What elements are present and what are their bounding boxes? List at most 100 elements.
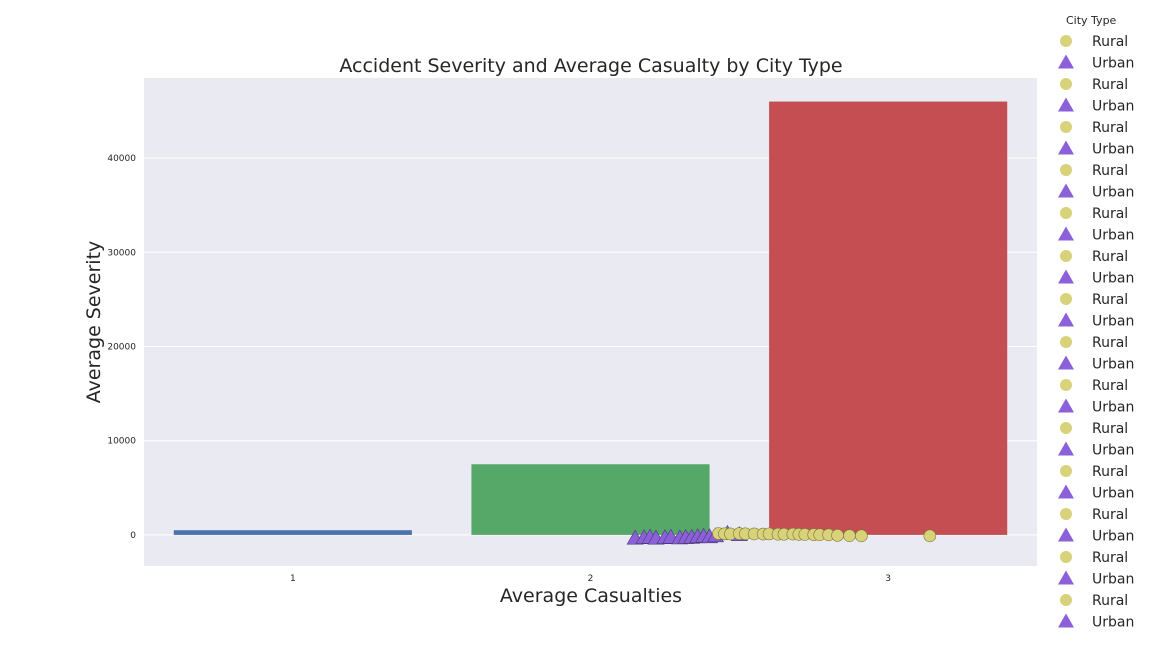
ticks: 0 10000 20000 30000 40000 1 2 3 bbox=[107, 154, 891, 584]
legend-urban-marker bbox=[1058, 54, 1074, 69]
legend-item-rural: Rural bbox=[1060, 335, 1128, 351]
bar-2 bbox=[471, 464, 710, 535]
legend-item-rural: Rural bbox=[1060, 550, 1128, 566]
legend-label: Urban bbox=[1092, 56, 1134, 72]
legend-urban-marker bbox=[1058, 484, 1074, 499]
legend-item-urban: Urban bbox=[1058, 398, 1134, 416]
legend-item-urban: Urban bbox=[1058, 140, 1134, 158]
legend-urban-marker bbox=[1058, 355, 1074, 370]
legend-rural-marker bbox=[1060, 250, 1072, 262]
legend-rural-marker bbox=[1060, 379, 1072, 391]
legend: City Type Rural Urban Rural Urban Rural Urban… bbox=[1058, 14, 1134, 631]
legend-label: Urban bbox=[1092, 486, 1134, 502]
legend-item-urban: Urban bbox=[1058, 613, 1134, 631]
legend-label: Rural bbox=[1092, 206, 1128, 222]
legend-label: Rural bbox=[1092, 77, 1128, 93]
legend-rural-marker bbox=[1060, 121, 1072, 133]
y-tick-label: 0 bbox=[130, 531, 136, 541]
legend-item-rural: Rural bbox=[1060, 249, 1128, 265]
legend-urban-marker bbox=[1058, 527, 1074, 542]
legend-item-rural: Rural bbox=[1060, 421, 1128, 437]
legend-label: Urban bbox=[1092, 228, 1134, 244]
rural-point bbox=[843, 529, 856, 542]
scatter-points bbox=[626, 524, 937, 545]
legend-label: Urban bbox=[1092, 271, 1134, 287]
legend-item-urban: Urban bbox=[1058, 484, 1134, 502]
legend-label: Rural bbox=[1092, 292, 1128, 308]
legend-rural-marker bbox=[1060, 551, 1072, 563]
legend-urban-marker bbox=[1058, 97, 1074, 112]
legend-label: Urban bbox=[1092, 615, 1134, 631]
legend-urban-marker bbox=[1058, 312, 1074, 327]
legend-rural-marker bbox=[1060, 336, 1072, 348]
chart-title: Accident Severity and Average Casualty b… bbox=[339, 55, 842, 77]
legend-label: Urban bbox=[1092, 185, 1134, 201]
legend-rural-marker bbox=[1060, 35, 1072, 47]
x-tick-label: 1 bbox=[290, 574, 296, 584]
x-tick-label: 2 bbox=[588, 574, 594, 584]
legend-item-rural: Rural bbox=[1060, 163, 1128, 179]
legend-urban-marker bbox=[1058, 269, 1074, 284]
bars bbox=[173, 101, 1008, 535]
legend-label: Urban bbox=[1092, 142, 1134, 158]
legend-rural-marker bbox=[1060, 594, 1072, 606]
legend-label: Rural bbox=[1092, 507, 1128, 523]
legend-item-urban: Urban bbox=[1058, 355, 1134, 373]
legend-label: Rural bbox=[1092, 34, 1128, 50]
y-tick-label: 30000 bbox=[107, 248, 136, 258]
legend-rural-marker bbox=[1060, 164, 1072, 176]
y-axis-label: Average Severity bbox=[83, 241, 105, 404]
rural-point bbox=[923, 529, 937, 543]
legend-label: Rural bbox=[1092, 249, 1128, 265]
legend-title: City Type bbox=[1066, 14, 1117, 27]
legend-urban-marker bbox=[1058, 183, 1074, 198]
legend-item-rural: Rural bbox=[1060, 77, 1128, 93]
legend-label: Rural bbox=[1092, 163, 1128, 179]
legend-urban-marker bbox=[1058, 570, 1074, 585]
legend-item-urban: Urban bbox=[1058, 226, 1134, 244]
x-axis-label: Average Casualties bbox=[500, 585, 682, 607]
legend-label: Rural bbox=[1092, 593, 1128, 609]
legend-item-rural: Rural bbox=[1060, 120, 1128, 136]
y-tick-label: 40000 bbox=[107, 154, 136, 164]
y-tick-label: 20000 bbox=[107, 342, 136, 352]
legend-label: Urban bbox=[1092, 529, 1134, 545]
legend-label: Urban bbox=[1092, 572, 1134, 588]
legend-item-urban: Urban bbox=[1058, 570, 1134, 588]
legend-label: Rural bbox=[1092, 550, 1128, 566]
legend-rural-marker bbox=[1060, 207, 1072, 219]
x-tick-label: 3 bbox=[885, 574, 891, 584]
legend-rural-marker bbox=[1060, 508, 1072, 520]
legend-item-rural: Rural bbox=[1060, 593, 1128, 609]
legend-rural-marker bbox=[1060, 293, 1072, 305]
legend-item-rural: Rural bbox=[1060, 292, 1128, 308]
legend-urban-marker bbox=[1058, 398, 1074, 413]
legend-rural-marker bbox=[1060, 78, 1072, 90]
rural-point bbox=[831, 529, 844, 542]
legend-item-rural: Rural bbox=[1060, 464, 1128, 480]
legend-item-rural: Rural bbox=[1060, 378, 1128, 394]
bar-1 bbox=[173, 530, 412, 535]
legend-item-urban: Urban bbox=[1058, 269, 1134, 287]
legend-label: Rural bbox=[1092, 464, 1128, 480]
legend-item-rural: Rural bbox=[1060, 206, 1128, 222]
legend-label: Urban bbox=[1092, 400, 1134, 416]
legend-item-rural: Rural bbox=[1060, 507, 1128, 523]
legend-urban-marker bbox=[1058, 226, 1074, 241]
legend-rural-marker bbox=[1060, 422, 1072, 434]
legend-item-urban: Urban bbox=[1058, 527, 1134, 545]
legend-item-urban: Urban bbox=[1058, 312, 1134, 330]
legend-item-urban: Urban bbox=[1058, 97, 1134, 115]
legend-label: Rural bbox=[1092, 421, 1128, 437]
legend-label: Rural bbox=[1092, 378, 1128, 394]
legend-item-urban: Urban bbox=[1058, 441, 1134, 459]
legend-label: Urban bbox=[1092, 99, 1134, 115]
legend-label: Urban bbox=[1092, 314, 1134, 330]
bar-3 bbox=[769, 101, 1008, 535]
legend-item-urban: Urban bbox=[1058, 183, 1134, 201]
legend-urban-marker bbox=[1058, 441, 1074, 456]
legend-item-urban: Urban bbox=[1058, 54, 1134, 72]
legend-urban-marker bbox=[1058, 613, 1074, 628]
legend-label: Urban bbox=[1092, 443, 1134, 459]
